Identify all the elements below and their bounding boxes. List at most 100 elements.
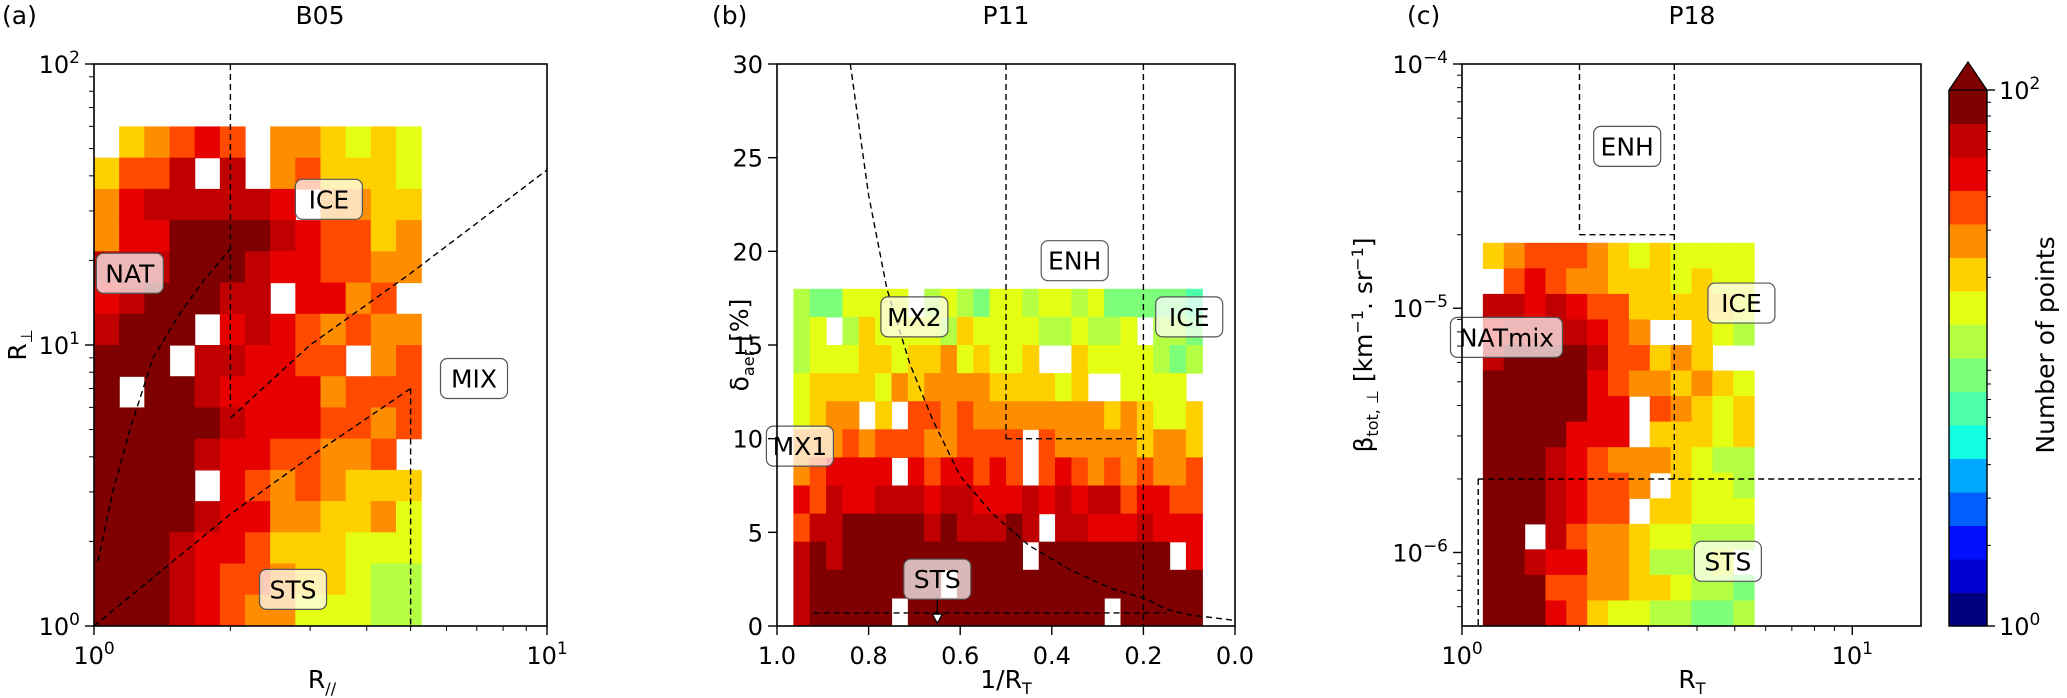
region-label-box — [1155, 296, 1224, 338]
heatmap-cell — [1649, 345, 1672, 372]
heatmap-cell — [1649, 549, 1672, 576]
x-tick-label: 0.4 — [1033, 642, 1071, 670]
heatmap-cell — [1482, 370, 1505, 397]
heatmap-cell — [858, 316, 876, 346]
region-label-mx1: MX1 — [765, 425, 835, 467]
colorbar-extend-arrow — [1947, 60, 1989, 91]
heatmap-cell — [973, 541, 991, 571]
colorbar-tick-label: 100 — [1999, 610, 2040, 641]
heatmap-cell — [875, 457, 893, 487]
heatmap-cell — [295, 407, 322, 440]
heatmap-cell — [1482, 600, 1505, 626]
region-label-box — [1593, 125, 1662, 167]
heatmap-cell — [320, 376, 347, 409]
heatmap-cell — [858, 429, 876, 458]
region-label-ice: ICE — [1707, 282, 1776, 324]
y-tick-label: 15 — [732, 332, 763, 360]
heatmap-cell — [245, 282, 271, 315]
heatmap-cell — [1649, 574, 1672, 602]
heatmap-cell — [826, 597, 844, 626]
heatmap-cell — [1628, 472, 1651, 499]
heatmap-cell — [1649, 396, 1672, 423]
heatmap-cell — [842, 457, 860, 487]
heatmap-cell — [1608, 447, 1630, 474]
heatmap-cell — [1670, 268, 1693, 295]
heatmap-cell — [1545, 421, 1567, 448]
heatmap-cell — [956, 597, 974, 626]
heatmap-cell — [1104, 345, 1122, 374]
heatmap-cell — [1545, 268, 1567, 295]
heatmap-cell — [940, 429, 958, 458]
heatmap-cell — [119, 469, 145, 502]
heatmap-cell — [1120, 373, 1138, 402]
region-label-text: STS — [270, 575, 317, 604]
heatmap-cell — [989, 373, 1007, 402]
heatmap-cell — [219, 469, 246, 502]
heatmap-cell — [370, 594, 397, 626]
heatmap-cell — [1185, 429, 1203, 458]
heatmap-cell — [1587, 447, 1609, 474]
colorbar-tick-label: 102 — [1999, 74, 2040, 105]
heatmap-cell — [1136, 401, 1154, 430]
colorbar: 100 102 Number of points — [1947, 60, 2060, 641]
heatmap-cell — [826, 485, 844, 515]
heatmap-cell — [320, 438, 347, 471]
heatmap-cell — [1038, 288, 1056, 318]
heatmap-cell — [194, 563, 221, 596]
heatmap-cell — [1185, 597, 1203, 626]
heatmap-cell — [1055, 569, 1073, 599]
arrow-head — [931, 613, 944, 625]
heatmap-cell — [973, 457, 991, 487]
heatmap-cell — [907, 485, 925, 515]
heatmap-cell — [1087, 457, 1105, 487]
heatmap-cell — [245, 532, 271, 565]
heatmap-cell — [1733, 396, 1755, 423]
colorbar-segment — [1949, 458, 1987, 493]
heatmap-cell — [973, 485, 991, 515]
heatmap-cell — [245, 469, 271, 502]
heatmap-cell — [973, 373, 991, 402]
heatmap-cell — [924, 345, 942, 374]
heatmap-cell — [1691, 319, 1713, 346]
heatmap-cell — [1055, 457, 1073, 487]
heatmap-cell — [1503, 370, 1526, 397]
heatmap-cell — [1055, 485, 1073, 515]
heatmap-cell — [1545, 447, 1567, 474]
heatmap-cell — [194, 188, 221, 221]
y-tick-label: 10−5 — [1392, 292, 1448, 323]
heatmap-cell — [1608, 345, 1630, 372]
heatmap-cell — [270, 532, 296, 565]
heatmap-cell — [1670, 600, 1693, 626]
heatmap-cell — [1649, 498, 1672, 525]
heatmap-cell — [320, 501, 347, 533]
heatmap-cell — [94, 438, 120, 471]
region-label-enh: ENH — [1593, 125, 1662, 167]
heatmap-cell — [396, 407, 422, 440]
heatmap-cell — [940, 345, 958, 374]
heatmap-cell — [1628, 268, 1651, 295]
heatmap-cell — [1503, 242, 1526, 269]
heatmap-cell — [345, 220, 372, 252]
heatmap-cell — [1649, 600, 1672, 626]
heatmap-cell — [826, 513, 844, 543]
heatmap-cell — [1691, 600, 1713, 626]
region-labels-c: ENH ICE NATmix STS — [1449, 125, 1776, 582]
heatmap-cell — [973, 597, 991, 626]
heatmap-cell — [1691, 498, 1713, 525]
heatmap-cell — [1733, 600, 1755, 626]
heatmap-cell — [973, 401, 991, 430]
heatmap-cell — [940, 457, 958, 487]
heatmap-cell — [345, 501, 372, 533]
heatmap-cell — [1691, 447, 1713, 474]
heatmap-cell — [1545, 472, 1567, 499]
heatmap-cell — [1733, 447, 1755, 474]
colorbar-ticks: 100 102 — [1987, 74, 2040, 641]
colorbar-segment — [1949, 157, 1987, 191]
heatmap-cell — [1628, 345, 1651, 372]
heatmap-cell — [169, 438, 196, 471]
heatmap-cells-b — [793, 288, 1203, 626]
y-tick-label: 102 — [39, 48, 80, 79]
heatmap-cell — [396, 220, 422, 252]
heatmap-cell — [1104, 288, 1122, 318]
heatmap-cell — [1071, 597, 1089, 626]
